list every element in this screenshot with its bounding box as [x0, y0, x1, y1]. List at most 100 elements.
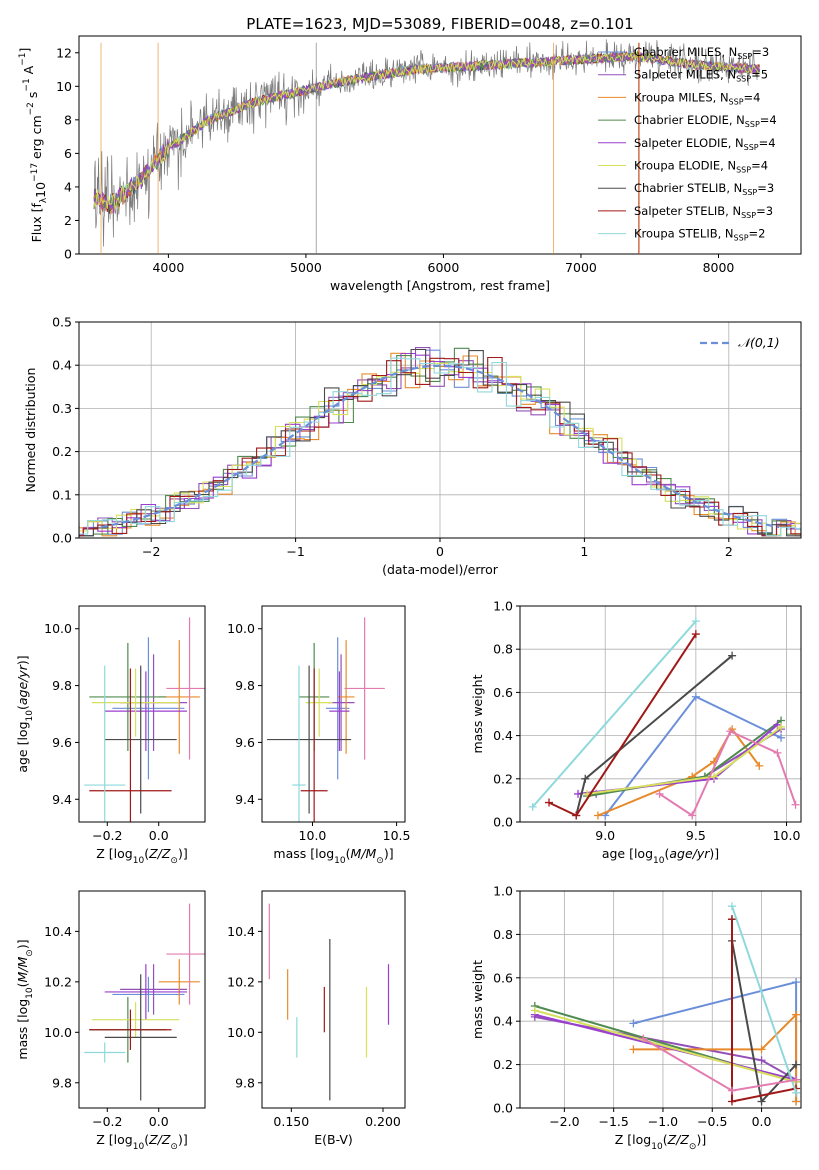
- y-tick-label: 10.0: [227, 621, 255, 636]
- y-tick-label: 2: [64, 213, 72, 228]
- y-tick-label: 9.8: [52, 678, 72, 693]
- y-tick-label: 1.0: [493, 599, 513, 614]
- legend-sub: SSP: [741, 211, 756, 220]
- legend-name: Chabrier STELIB, N: [634, 181, 742, 195]
- y-tick-label: 0.4: [493, 1014, 513, 1029]
- x-tick-label: 8000: [703, 260, 735, 275]
- axes-frame: [261, 890, 406, 1109]
- series-marker: [727, 1097, 736, 1106]
- x-tick-label: 0.150: [273, 1114, 309, 1129]
- y-tick-label: 9.6: [235, 735, 255, 750]
- x-tick-label: 10.0: [299, 828, 327, 843]
- plot-area: [267, 617, 385, 822]
- axes-frame: [519, 890, 802, 1109]
- y-tick-label: 9.8: [235, 1075, 255, 1090]
- label-part: )]: [709, 846, 719, 861]
- label-part: (data-model)/error: [382, 562, 499, 577]
- label-part: Z/Z: [667, 1132, 690, 1147]
- plot-area: [84, 617, 205, 822]
- legend-name: Salpeter MILES, N: [634, 68, 736, 82]
- label-part: mass weight: [470, 674, 485, 753]
- label-part: mass [log: [15, 999, 30, 1060]
- series-marker: [581, 774, 590, 783]
- legend-value: =2: [749, 227, 766, 241]
- series-marker: [629, 1019, 638, 1028]
- legend-sub: SSP: [737, 52, 752, 61]
- x-tick-label: −0.2: [92, 828, 122, 843]
- series-line-2: [633, 1012, 798, 1102]
- legend-entry: Salpeter STELIB, NSSP=3: [634, 204, 773, 220]
- label-part: 10: [653, 856, 665, 866]
- y-tick-label: 9.8: [52, 1075, 72, 1090]
- label-part: Z/Z: [148, 1132, 171, 1147]
- x-tick-label: −1.5: [598, 1114, 628, 1129]
- x-tick-label: 7000: [565, 260, 597, 275]
- plot-area: [84, 903, 205, 1101]
- legend-sub: SSP: [745, 120, 760, 129]
- y-tick-label: 10.0: [44, 1025, 72, 1040]
- label-part: −1: [18, 53, 28, 66]
- label-part: M/M: [351, 846, 377, 861]
- series-marker: [688, 811, 697, 820]
- y-axis-label: age [log10(age/yr)]: [15, 655, 35, 772]
- y-tick-label: 0.0: [52, 531, 72, 546]
- x-tick-label: 6000: [428, 260, 460, 275]
- label-part: age/yr: [15, 664, 30, 705]
- label-part: )]: [15, 939, 30, 949]
- label-part: Z [log: [96, 1132, 132, 1147]
- x-tick-label: 0.0: [752, 1114, 772, 1129]
- label-part: Flux [f: [29, 203, 44, 243]
- label-part: −2: [26, 102, 36, 115]
- series-marker: [691, 630, 700, 639]
- series-marker: [545, 798, 554, 807]
- axes-frame: [519, 605, 802, 823]
- label-part: )]: [15, 655, 30, 665]
- y-tick-label: 0.2: [493, 771, 513, 786]
- label-part: (: [144, 846, 149, 861]
- label-part: ⊙: [170, 1142, 178, 1152]
- label-part: ]: [17, 48, 32, 53]
- legend-entry: Chabrier STELIB, NSSP=3: [634, 181, 774, 197]
- x-tick-label: 10.5: [383, 828, 411, 843]
- y-tick-label: 10.0: [227, 1025, 255, 1040]
- legend-entry: 𝒩(0,1): [738, 335, 780, 350]
- label-part: (: [15, 705, 30, 710]
- y-tick-label: 10.4: [44, 924, 72, 939]
- label-part: (: [663, 1132, 668, 1147]
- plot-area: [268, 903, 390, 1101]
- y-tick-label: 6: [64, 146, 72, 161]
- model-spectrum-4: [93, 52, 761, 214]
- legend-entry: Kroupa ELODIE, NSSP=4: [634, 159, 768, 175]
- legend-sub: SSP: [734, 234, 749, 243]
- label-part: λ: [39, 197, 49, 203]
- normal-reference-curve: [100, 364, 780, 529]
- series-marker: [727, 915, 736, 924]
- x-tick-label: 9.5: [686, 828, 706, 843]
- label-part: (: [346, 846, 351, 861]
- x-axis-label: wavelength [Angstrom, rest frame]: [330, 278, 550, 293]
- series-marker: [572, 811, 581, 820]
- y-tick-label: 8: [64, 112, 72, 127]
- y-tick-label: 0.6: [493, 685, 513, 700]
- y-tick-label: 10.4: [227, 924, 255, 939]
- label-part: (: [664, 846, 669, 861]
- y-tick-label: 10.0: [44, 621, 72, 636]
- y-tick-label: 0: [64, 247, 72, 262]
- series-line-5: [534, 1009, 797, 1083]
- x-axis-label: Z [log10(Z/Z⊙)]: [96, 1132, 187, 1152]
- axes-frame: [78, 35, 802, 255]
- label-part: ⊙: [25, 949, 35, 957]
- x-tick-label: 5000: [290, 260, 322, 275]
- series-marker: [655, 789, 664, 798]
- y-tick-label: 10.2: [227, 974, 255, 989]
- x-axis-label: Z [log10(Z/Z⊙)]: [96, 846, 187, 866]
- y-axis-label: mass [log10(M/M⊙)]: [15, 939, 35, 1059]
- x-tick-label: −0.2: [92, 1114, 122, 1129]
- series-marker: [528, 802, 537, 811]
- x-tick-label: 9.0: [595, 828, 615, 843]
- series-marker: [792, 1060, 801, 1069]
- legend-value: =5: [751, 68, 768, 82]
- series-marker: [709, 772, 718, 781]
- y-tick-label: 10: [56, 79, 72, 94]
- series-marker: [792, 978, 801, 987]
